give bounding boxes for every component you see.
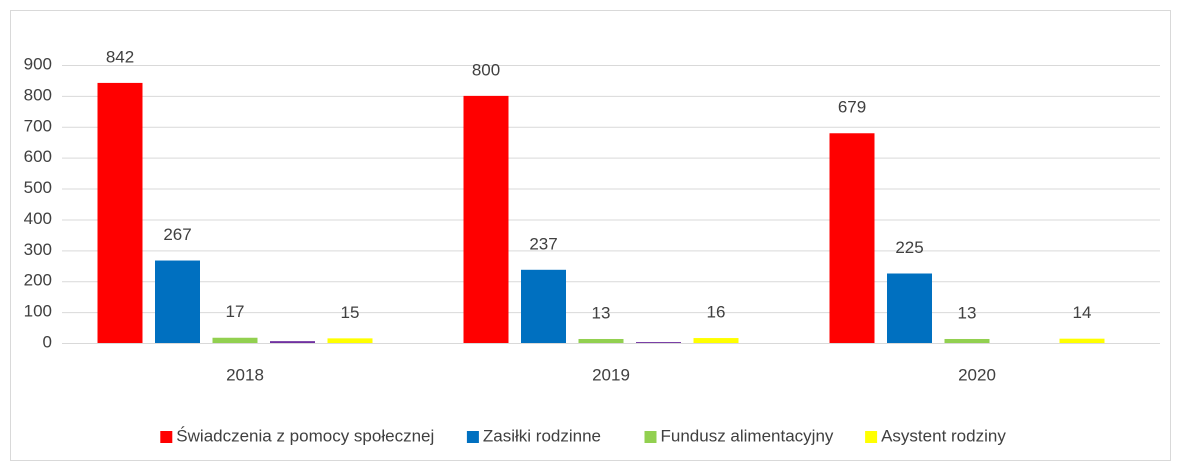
data-label: 800	[472, 60, 500, 79]
data-label: 842	[106, 47, 134, 66]
legend-swatch	[466, 431, 479, 443]
y-tick-label: 0	[43, 332, 52, 351]
x-tick-label: 2020	[958, 365, 996, 384]
bar	[521, 269, 566, 343]
legend-label: Zasiłki rodzinne	[483, 426, 601, 445]
x-tick-label: 2019	[592, 365, 630, 384]
y-tick-label: 900	[24, 54, 52, 73]
legend-swatch	[865, 431, 878, 443]
bar	[829, 133, 875, 343]
y-tick-label: 400	[24, 209, 52, 228]
data-label: 16	[707, 303, 726, 322]
bar	[212, 337, 258, 343]
data-label: 237	[529, 234, 557, 253]
x-tick-label: 2018	[226, 365, 264, 384]
data-label: 267	[163, 225, 191, 244]
data-label: 14	[1073, 303, 1092, 322]
y-tick-label: 800	[24, 85, 52, 104]
bar	[887, 273, 932, 343]
chart-border	[10, 10, 1171, 461]
legend-label: Świadczenia z pomocy społecznej	[176, 426, 434, 445]
legend-swatch	[644, 431, 657, 443]
bar	[155, 260, 200, 343]
bar	[327, 338, 373, 343]
legend-label: Asystent rodziny	[881, 426, 1006, 445]
bar	[944, 338, 990, 343]
data-label: 679	[838, 98, 866, 117]
y-tick-label: 100	[24, 302, 52, 321]
data-label: 13	[592, 303, 611, 322]
data-label: 15	[341, 303, 360, 322]
bar	[636, 342, 681, 343]
y-tick-label: 200	[24, 271, 52, 290]
y-tick-label: 500	[24, 178, 52, 197]
bar	[463, 95, 509, 343]
data-label: 225	[895, 238, 923, 257]
bar	[1059, 338, 1105, 343]
bar	[578, 338, 624, 343]
bar	[693, 338, 739, 343]
legend-swatch	[160, 431, 173, 443]
bar	[97, 82, 143, 343]
bar	[270, 341, 315, 343]
y-tick-label: 600	[24, 147, 52, 166]
y-tick-label: 300	[24, 240, 52, 259]
legend-label: Fundusz alimentacyjny	[661, 426, 834, 445]
data-label: 13	[958, 303, 977, 322]
data-label: 17	[226, 302, 245, 321]
y-tick-label: 700	[24, 116, 52, 135]
